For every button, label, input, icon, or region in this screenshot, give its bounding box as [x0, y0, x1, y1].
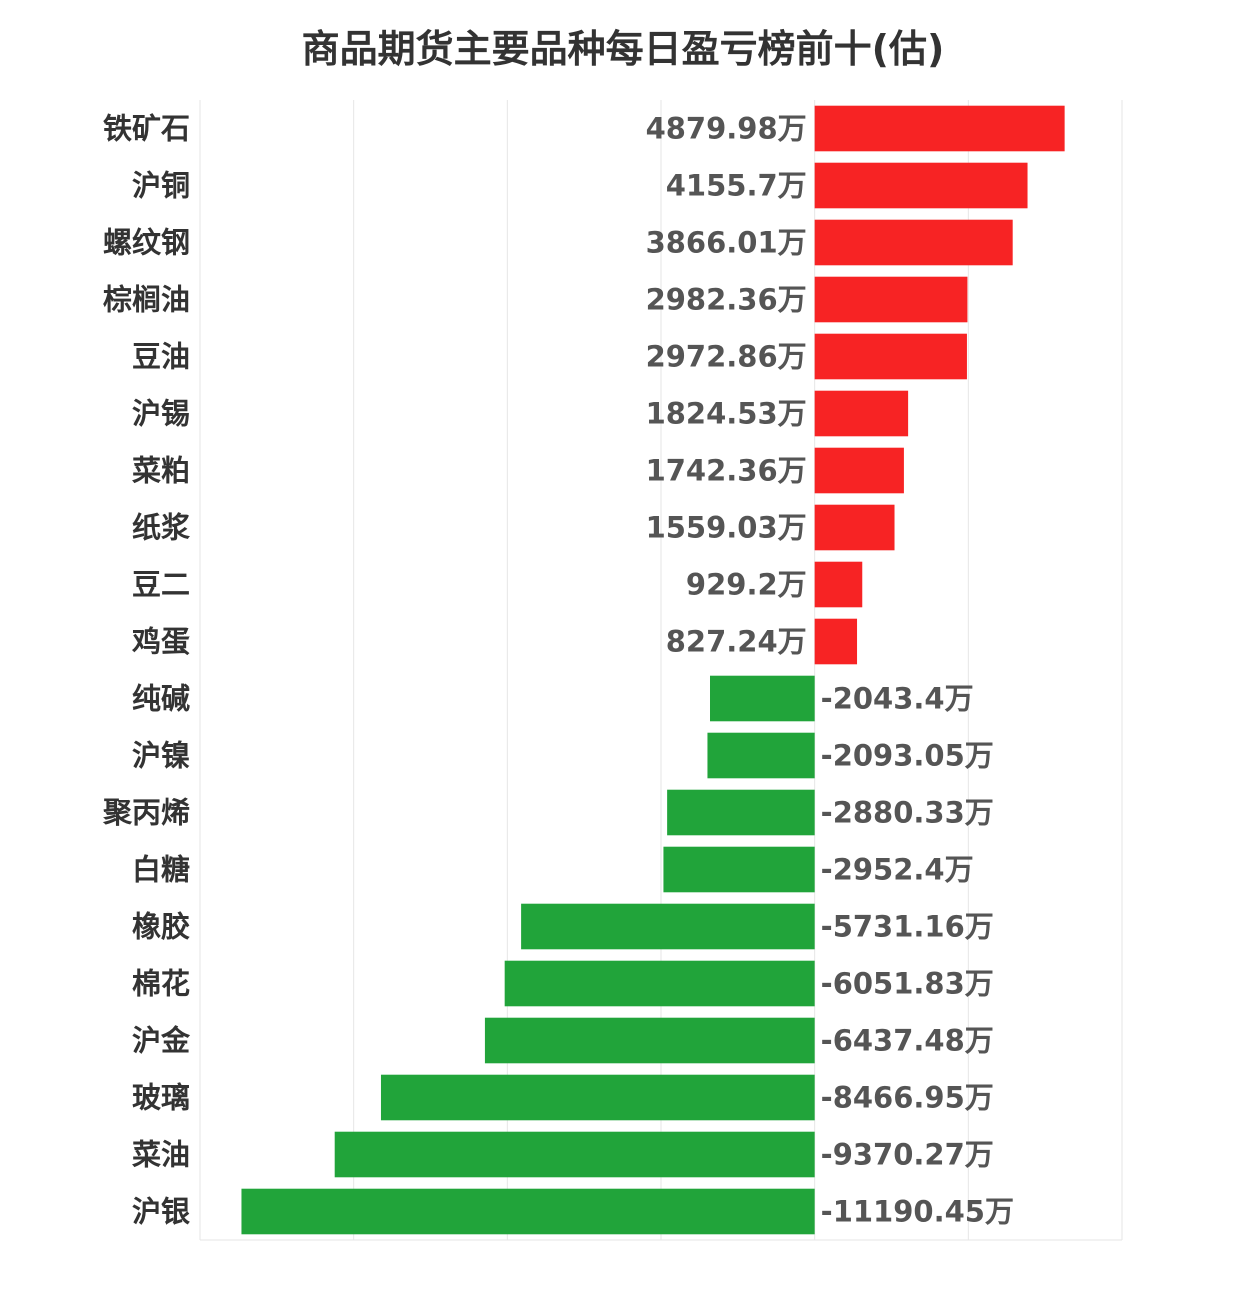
bar — [814, 105, 1065, 152]
data-label: -8466.95万 — [821, 1081, 994, 1115]
bar — [814, 447, 904, 494]
category-label: 纸浆 — [132, 511, 191, 545]
bar — [814, 276, 968, 323]
bar — [814, 390, 909, 437]
category-label: 鸡蛋 — [132, 625, 190, 659]
category-label: 铁矿石 — [103, 112, 190, 146]
data-label: -2952.4万 — [821, 853, 974, 887]
data-label: -2043.4万 — [821, 682, 974, 716]
category-label: 螺纹钢 — [103, 226, 190, 260]
category-label: 棕榈油 — [103, 283, 190, 317]
data-label: 827.24万 — [666, 625, 807, 659]
bar — [241, 1188, 815, 1235]
category-label: 纯碱 — [132, 682, 190, 716]
data-label: 1824.53万 — [646, 397, 807, 431]
data-label: -5731.16万 — [821, 910, 994, 944]
bars — [241, 105, 1065, 1235]
data-label: 4155.7万 — [666, 169, 807, 203]
data-label: 929.2万 — [686, 568, 807, 602]
bar — [814, 618, 858, 665]
bar — [521, 903, 815, 950]
category-label: 豆二 — [132, 568, 190, 602]
chart-title: 商品期货主要品种每日盈亏榜前十(估) — [301, 27, 945, 71]
data-label: -2880.33万 — [821, 796, 994, 830]
category-label: 沪镍 — [132, 739, 190, 773]
data-label: -11190.45万 — [821, 1195, 1014, 1229]
data-label: -6437.48万 — [821, 1024, 994, 1058]
bar — [814, 333, 967, 380]
category-label: 豆油 — [132, 340, 190, 374]
data-label: 1559.03万 — [646, 511, 807, 545]
bar — [380, 1074, 815, 1121]
category-label: 沪金 — [132, 1024, 191, 1058]
category-label: 沪铜 — [132, 169, 190, 203]
data-label: -6051.83万 — [821, 967, 994, 1001]
bar — [663, 846, 815, 893]
category-label: 菜粕 — [132, 454, 190, 488]
data-label: 2972.86万 — [646, 340, 807, 374]
category-label: 白糖 — [132, 853, 190, 887]
bar — [814, 219, 1013, 266]
data-label: 1742.36万 — [646, 454, 807, 488]
bar — [334, 1131, 815, 1178]
category-label: 沪银 — [132, 1195, 190, 1229]
bar — [707, 732, 815, 779]
category-label: 棉花 — [132, 967, 190, 1001]
category-label: 玻璃 — [132, 1081, 190, 1115]
data-label: 2982.36万 — [646, 283, 807, 317]
data-label: -9370.27万 — [821, 1138, 994, 1172]
data-label: 4879.98万 — [646, 112, 807, 146]
bar — [709, 675, 815, 722]
data-label: 3866.01万 — [646, 226, 807, 260]
data-label: -2093.05万 — [821, 739, 994, 773]
grid-lines — [199, 100, 1123, 1241]
bar — [814, 162, 1028, 209]
bar — [814, 504, 895, 551]
category-label: 沪锡 — [132, 397, 190, 431]
category-label: 聚丙烯 — [102, 796, 190, 830]
bar — [814, 561, 863, 608]
bar — [504, 960, 815, 1007]
category-label: 橡胶 — [132, 910, 190, 944]
category-label: 菜油 — [132, 1138, 190, 1172]
bar — [484, 1017, 815, 1064]
bar — [667, 789, 815, 836]
